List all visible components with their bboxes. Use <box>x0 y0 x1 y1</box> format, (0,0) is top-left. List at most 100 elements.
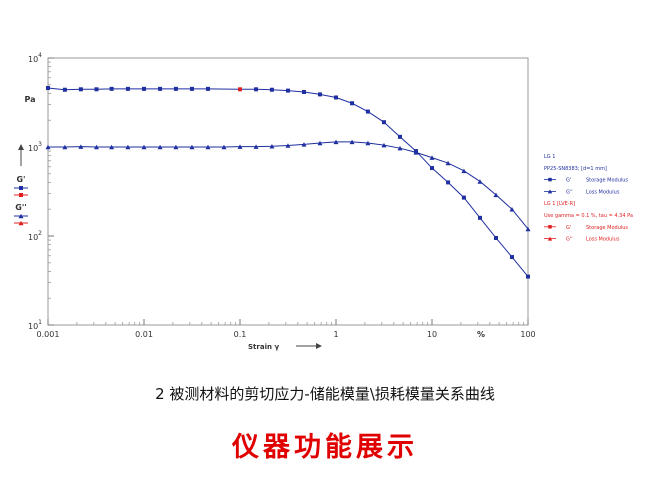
storage-modulus-point <box>350 101 355 106</box>
y-axis-arrow-head <box>18 144 24 150</box>
legend-marker <box>547 236 553 241</box>
loss-modulus-point <box>157 144 163 150</box>
y-tick-label: 101 <box>28 319 42 331</box>
storage-modulus-point <box>125 86 130 91</box>
loss-modulus-point <box>493 192 499 198</box>
storage-modulus-point <box>446 180 451 185</box>
legend-symbol: G'' <box>566 237 573 243</box>
legend-heading: PP25-SN8383; [d=1 mm] <box>544 166 607 172</box>
legend-heading: Use gamma = 0.1 %, tau = 4.34 Pa <box>544 213 633 219</box>
legend-marker <box>548 225 552 229</box>
storage-modulus-point <box>205 86 210 91</box>
storage-modulus-point <box>189 86 194 91</box>
loss-modulus-point <box>365 140 371 146</box>
x-tick-label: 100 <box>520 330 535 339</box>
storage-modulus-point <box>301 89 306 94</box>
loss-modulus-point <box>237 144 243 149</box>
legend-heading: LG 1 [LVE-R] <box>544 201 575 207</box>
left-key-marker-blue <box>18 213 24 219</box>
loss-modulus-point <box>349 139 355 145</box>
storage-modulus-point <box>493 235 498 240</box>
loss-modulus-point <box>461 168 467 174</box>
legend-symbol: G'' <box>566 189 573 195</box>
loss-modulus-point <box>141 144 147 150</box>
left-key-marker-red <box>19 193 23 197</box>
storage-modulus-lve-point <box>238 87 242 92</box>
loss-modulus-point <box>397 145 403 151</box>
storage-modulus-point <box>365 109 370 114</box>
loss-modulus-point <box>221 144 227 150</box>
loss-modulus-point <box>317 140 323 146</box>
storage-modulus-point <box>397 134 402 139</box>
legend-symbol: G' <box>566 225 571 231</box>
loss-modulus-point <box>62 144 68 150</box>
loss-modulus-point <box>253 144 259 149</box>
left-label-loss: G'' <box>15 203 26 212</box>
loss-modulus-point <box>173 144 179 150</box>
loss-modulus-point <box>413 150 419 155</box>
legend-entry: Storage Modulus <box>586 178 628 184</box>
loss-modulus-point <box>269 143 275 149</box>
legend-marker <box>548 177 552 182</box>
loss-modulus-point <box>301 142 307 147</box>
loss-modulus-point <box>525 226 531 232</box>
storage-modulus-line <box>47 87 529 277</box>
storage-modulus-point <box>317 92 322 97</box>
loss-modulus-line <box>48 141 529 230</box>
legend-symbol: G' <box>566 178 571 184</box>
legend-entry: Loss Modulus <box>586 237 620 243</box>
left-key-marker-blue <box>19 186 23 190</box>
x-tick-label: 1 <box>333 330 338 339</box>
x-axis-label: Strain γ <box>248 343 279 351</box>
figure-subtitle: 仪器功能展示 <box>232 432 418 463</box>
loss-modulus-point <box>285 143 291 148</box>
legend-heading: LG 1 <box>544 154 555 160</box>
storage-modulus-point <box>254 87 259 92</box>
storage-modulus-point <box>461 195 466 200</box>
storage-modulus-point <box>94 87 99 92</box>
storage-modulus-point <box>269 87 274 92</box>
storage-modulus-point <box>526 274 530 279</box>
storage-modulus-point <box>78 87 83 92</box>
figure-caption: 2 被测材料的剪切应力-储能模量\损耗模量关系曲线 <box>155 385 495 403</box>
loss-modulus-point <box>429 155 435 160</box>
left-label-storage: G' <box>16 175 25 184</box>
legend-marker <box>547 189 553 194</box>
loss-modulus-point <box>205 144 211 150</box>
y-axis-label: Pa <box>24 95 35 104</box>
storage-modulus-point <box>158 86 163 91</box>
storage-modulus-point <box>109 86 114 91</box>
loss-modulus-point <box>125 144 131 150</box>
loss-modulus-point <box>445 160 451 166</box>
storage-modulus-point <box>173 86 178 91</box>
loss-modulus-point <box>477 179 483 184</box>
x-unit-label: % <box>477 330 485 339</box>
storage-modulus-point <box>46 86 50 91</box>
loss-modulus-point <box>333 139 339 145</box>
storage-modulus-point <box>509 255 514 260</box>
storage-modulus-point <box>381 120 386 125</box>
loss-modulus-point <box>381 142 387 148</box>
loss-modulus-point <box>109 144 115 150</box>
x-tick-label: 0.1 <box>234 330 247 339</box>
y-tick-label: 103 <box>28 141 42 153</box>
rheology-chart: 0.001 0.01 0.1 1 10 100% 101 102 103 104 Pa Strain … <box>14 52 633 351</box>
legend-entry: Loss Modulus <box>586 189 620 195</box>
loss-modulus-point <box>189 144 195 150</box>
storage-modulus-point <box>285 88 290 93</box>
loss-modulus-point <box>78 144 84 149</box>
loss-modulus-point <box>45 144 51 150</box>
storage-modulus-point <box>334 95 338 100</box>
left-key-marker-red <box>18 220 24 226</box>
y-tick-label: 102 <box>28 230 42 242</box>
storage-modulus-point <box>430 166 434 171</box>
loss-modulus-point <box>509 206 515 212</box>
storage-modulus-point <box>477 215 482 220</box>
x-axis-arrow-head <box>316 343 322 349</box>
x-tick-label: 0.01 <box>135 330 153 339</box>
storage-modulus-point <box>62 87 67 92</box>
legend-entry: Storage Modulus <box>586 225 628 231</box>
storage-modulus-point <box>142 86 146 91</box>
loss-modulus-point <box>93 144 99 150</box>
x-tick-label: 0.001 <box>37 330 60 339</box>
